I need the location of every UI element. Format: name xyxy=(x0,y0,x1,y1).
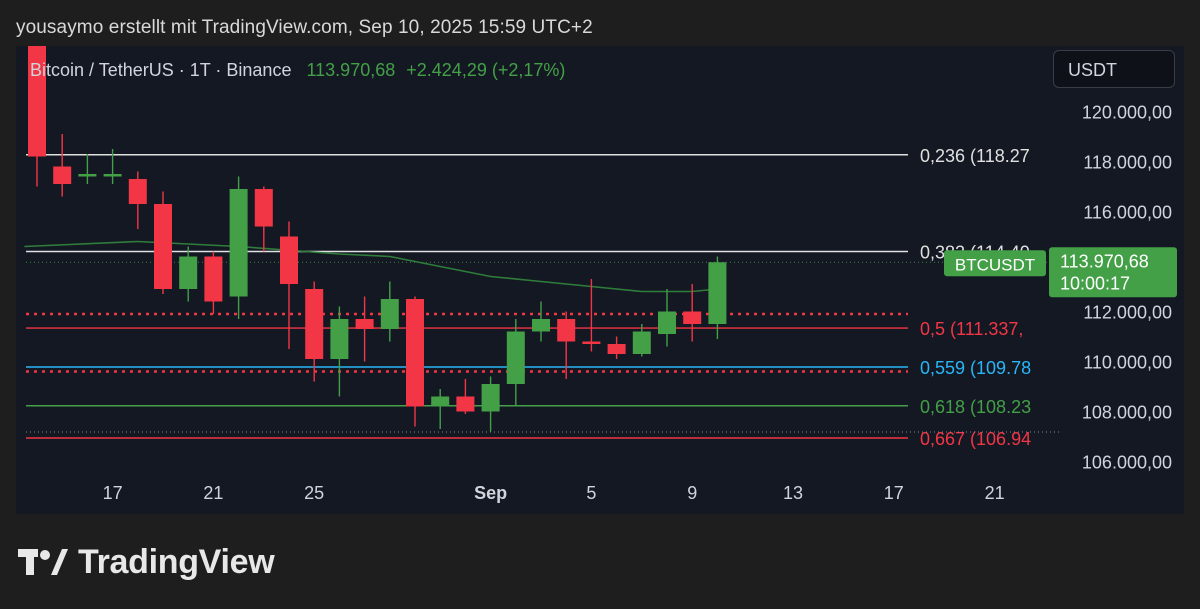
y-tick-label: 118.000,00 xyxy=(1083,153,1172,173)
currency-button[interactable]: USDT xyxy=(1053,50,1175,88)
candle-body xyxy=(28,46,46,157)
x-tick-label: 21 xyxy=(203,483,223,503)
x-tick-label: Sep xyxy=(474,483,507,503)
level-label-2: 0,5 (111.337, xyxy=(920,319,1023,339)
candle-body xyxy=(406,299,424,407)
candle-body xyxy=(78,174,97,177)
price-badge-countdown: 10:00:17 xyxy=(1060,273,1130,293)
candle-body xyxy=(456,396,475,412)
candle-body xyxy=(330,319,349,359)
y-tick-label: 116.000,00 xyxy=(1083,203,1172,223)
tradingview-brand: TradingView xyxy=(78,542,275,581)
y-tick-label: 120.000,00 xyxy=(1082,103,1172,123)
tradingview-logo-icon xyxy=(18,549,68,575)
candle-body xyxy=(204,256,223,302)
candle-body xyxy=(154,204,172,289)
x-tick-label: 5 xyxy=(586,483,596,503)
y-tick-label: 110.000,00 xyxy=(1083,353,1172,373)
attribution-text: yousaymo erstellt mit TradingView.com, S… xyxy=(16,17,593,38)
candle-body xyxy=(380,299,399,329)
candle-body xyxy=(103,174,122,177)
candle-body xyxy=(305,289,324,359)
footer-logo: TradingView xyxy=(18,540,275,584)
level-label-3: 0,559 (109.78 xyxy=(920,358,1031,378)
candle-body xyxy=(607,344,626,354)
price-badge-bg xyxy=(1049,247,1177,298)
x-tick-label: 13 xyxy=(783,483,803,503)
candle-body xyxy=(658,311,676,334)
candle-body xyxy=(532,319,550,332)
price-badge-price: 113.970,68 xyxy=(1060,251,1149,271)
level-label-4: 0,618 (108.23 xyxy=(920,397,1031,417)
moving-average-line xyxy=(24,240,718,293)
chart-panel[interactable]: 0,236 (118.270,382 (114.400,5 (111.337,0… xyxy=(16,46,1184,514)
symbol-legend: Bitcoin / TetherUS · 1T · Binance 113.97… xyxy=(30,60,565,81)
level-label-0: 0,236 (118.27 xyxy=(920,146,1030,166)
y-tick-label: 106.000,00 xyxy=(1082,453,1172,473)
symbol-badge-bg xyxy=(944,250,1046,277)
candle-body xyxy=(128,179,147,204)
candle-body xyxy=(254,189,273,227)
candle-body xyxy=(481,384,500,412)
candlestick-chart[interactable]: 0,236 (118.270,382 (114.400,5 (111.337,0… xyxy=(16,46,1184,514)
candle-body xyxy=(179,256,198,289)
level-label-5: 0,667 (106.94 xyxy=(920,429,1031,449)
candle-body xyxy=(431,396,450,407)
x-tick-label: 21 xyxy=(985,483,1005,503)
candle-body xyxy=(582,341,601,344)
candle-body xyxy=(280,236,298,284)
y-tick-label: 108.000,00 xyxy=(1082,403,1172,423)
candle-body xyxy=(53,166,72,184)
candle-body xyxy=(506,331,525,384)
candle-body xyxy=(355,319,374,329)
candle-body xyxy=(632,331,651,354)
x-tick-label: 17 xyxy=(103,483,123,503)
candle-body xyxy=(229,189,248,297)
y-tick-label: 112.000,00 xyxy=(1083,303,1172,323)
last-price: 113.970,68 xyxy=(306,60,396,80)
candle-body xyxy=(708,262,727,324)
x-tick-label: 9 xyxy=(687,483,697,503)
x-tick-label: 25 xyxy=(304,483,324,503)
symbol-badge-text: BTCUSDT xyxy=(955,255,1035,274)
symbol-name: Bitcoin / TetherUS · 1T · Binance xyxy=(30,60,292,80)
price-change: +2.424,29 (+2,17%) xyxy=(406,60,566,80)
candle-body xyxy=(557,319,576,342)
x-tick-label: 17 xyxy=(884,483,904,503)
candle-body xyxy=(683,311,702,324)
